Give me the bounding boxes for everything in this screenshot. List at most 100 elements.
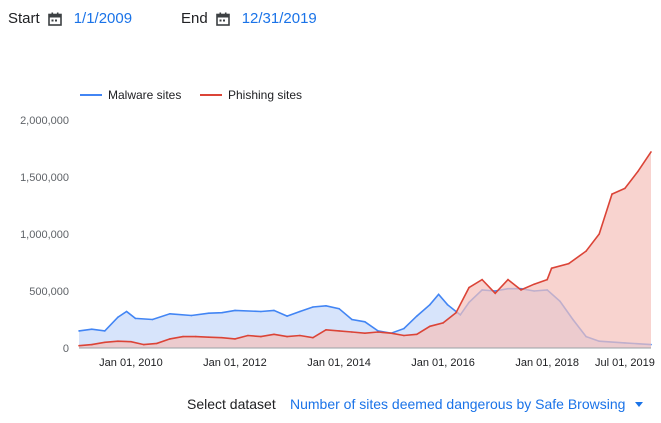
dataset-dropdown[interactable]: Number of sites deemed dangerous by Safe… — [290, 396, 644, 412]
data-point — [286, 335, 288, 338]
data-point — [377, 331, 379, 333]
data-point — [169, 313, 171, 315]
series-area-1 — [79, 151, 651, 348]
data-point — [494, 290, 497, 292]
x-tick-label: Jan 01, 2010 — [99, 357, 163, 369]
data-point — [151, 318, 154, 321]
data-point — [130, 340, 132, 343]
data-point — [637, 170, 639, 173]
data-point — [446, 303, 449, 306]
dataset-label: Select dataset — [187, 396, 276, 412]
calendar-icon[interactable] — [47, 12, 62, 26]
data-point — [650, 151, 652, 153]
data-point — [273, 309, 275, 312]
data-point — [598, 233, 600, 235]
data-point — [78, 330, 80, 332]
dataset-value[interactable]: Number of sites deemed dangerous by Safe… — [290, 396, 626, 412]
data-point — [260, 335, 262, 338]
x-tick-label: Jan 01, 2018 — [515, 357, 579, 369]
data-point — [403, 334, 405, 337]
data-point — [364, 321, 366, 323]
data-point — [182, 335, 184, 338]
data-point — [91, 328, 93, 330]
data-point — [208, 312, 210, 314]
data-point — [550, 267, 553, 269]
data-point — [624, 187, 626, 190]
legend-label: Malware sites — [108, 88, 181, 102]
data-point — [134, 317, 137, 320]
x-tick-label: Jan 01, 2014 — [307, 357, 371, 369]
data-point — [351, 331, 353, 333]
data-point — [299, 310, 301, 313]
calendar-icon[interactable] — [215, 12, 230, 26]
data-point — [533, 283, 535, 285]
x-tick-label: Jan 01, 2012 — [203, 357, 267, 369]
data-point — [117, 316, 119, 318]
data-point — [429, 303, 431, 306]
data-point — [338, 330, 340, 332]
y-tick-label: 1,000,000 — [20, 229, 69, 241]
data-point — [117, 340, 119, 343]
data-point — [143, 343, 145, 346]
data-point — [437, 293, 440, 296]
data-point — [104, 341, 106, 344]
data-point — [247, 334, 249, 337]
data-point — [403, 327, 405, 330]
data-point — [104, 330, 106, 332]
start-date-value[interactable]: 1/1/2009 — [73, 10, 133, 27]
data-point — [91, 343, 93, 346]
date-range-bar: Start 1/1/2009 End 12/31/2019 — [0, 0, 661, 40]
start-date-label: Start — [8, 10, 40, 27]
data-point — [260, 310, 262, 313]
legend-label: Phishing sites — [228, 88, 302, 102]
data-point — [169, 338, 171, 340]
data-point — [221, 336, 223, 339]
data-point — [546, 278, 548, 281]
end-date-control[interactable]: End 12/31/2019 — [181, 10, 317, 27]
data-point — [442, 322, 444, 324]
data-point — [455, 311, 457, 314]
data-point — [78, 344, 80, 347]
data-point — [468, 286, 470, 289]
end-date-label: End — [181, 10, 208, 27]
data-point — [208, 336, 210, 339]
end-date-value[interactable]: 12/31/2019 — [241, 10, 317, 27]
data-point — [221, 311, 223, 314]
data-point — [195, 335, 197, 338]
data-point — [351, 318, 353, 321]
x-tick-label: Jan 01, 2016 — [411, 357, 475, 369]
data-point — [312, 336, 314, 339]
data-point — [567, 262, 570, 265]
data-point — [507, 278, 509, 281]
data-point — [585, 250, 587, 252]
caret-down-icon[interactable] — [635, 401, 644, 407]
data-point — [416, 315, 418, 317]
data-point — [416, 333, 418, 336]
data-point — [364, 332, 366, 334]
data-point — [429, 325, 431, 328]
data-point — [273, 333, 275, 336]
data-point — [481, 278, 483, 281]
data-point — [494, 292, 497, 295]
data-point — [312, 306, 314, 308]
sites-area-chart: Malware sites Phishing sites 0 500,000 1,000… — [20, 88, 655, 369]
data-point — [390, 332, 392, 334]
data-point — [520, 289, 522, 291]
y-tick-label: 2,000,000 — [20, 115, 69, 127]
data-point — [299, 334, 301, 337]
data-point — [286, 315, 288, 317]
data-point — [156, 342, 158, 345]
data-point — [234, 338, 236, 340]
data-point — [125, 310, 128, 313]
data-point — [234, 309, 236, 312]
data-point — [325, 305, 327, 307]
start-date-control[interactable]: Start 1/1/2009 — [8, 10, 132, 27]
y-tick-label: 0 — [63, 343, 69, 355]
x-tick-label: Jul 01, 2019 — [595, 357, 655, 369]
data-point — [190, 314, 193, 317]
data-point — [325, 329, 327, 331]
data-point — [338, 307, 340, 310]
y-tick-label: 1,500,000 — [20, 172, 69, 184]
y-tick-label: 500,000 — [29, 286, 69, 298]
data-point — [611, 193, 613, 195]
